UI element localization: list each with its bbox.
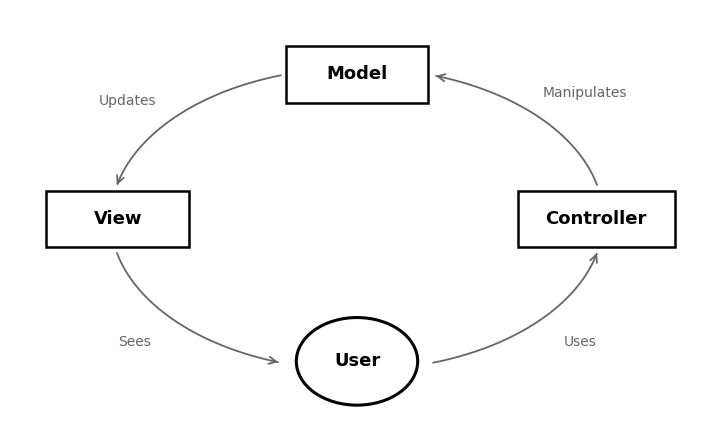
Text: Sees: Sees (118, 335, 151, 349)
Text: Uses: Uses (563, 335, 596, 349)
Text: Model: Model (326, 65, 388, 84)
FancyBboxPatch shape (518, 191, 675, 247)
Text: Updates: Updates (99, 94, 156, 108)
Text: User: User (334, 352, 380, 371)
Text: Manipulates: Manipulates (543, 86, 628, 100)
FancyBboxPatch shape (286, 46, 428, 103)
FancyBboxPatch shape (46, 191, 189, 247)
Text: Controller: Controller (545, 210, 647, 228)
Ellipse shape (296, 318, 418, 405)
Text: View: View (94, 210, 142, 228)
